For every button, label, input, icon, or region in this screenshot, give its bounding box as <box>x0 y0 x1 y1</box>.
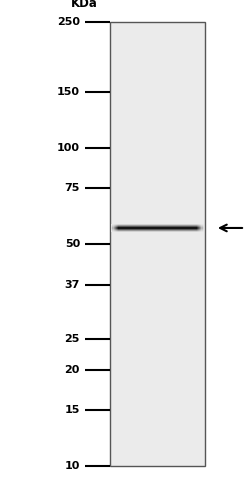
Text: 50: 50 <box>65 239 80 249</box>
Text: 100: 100 <box>57 143 80 153</box>
Text: 10: 10 <box>64 461 80 470</box>
Text: 75: 75 <box>64 183 80 192</box>
Text: 20: 20 <box>64 365 80 375</box>
Text: KDa: KDa <box>71 0 98 10</box>
Text: 25: 25 <box>64 334 80 344</box>
Text: 37: 37 <box>64 280 80 290</box>
Bar <box>110 22 205 466</box>
Text: 15: 15 <box>64 405 80 415</box>
Text: 150: 150 <box>57 87 80 97</box>
Text: 250: 250 <box>57 17 80 26</box>
